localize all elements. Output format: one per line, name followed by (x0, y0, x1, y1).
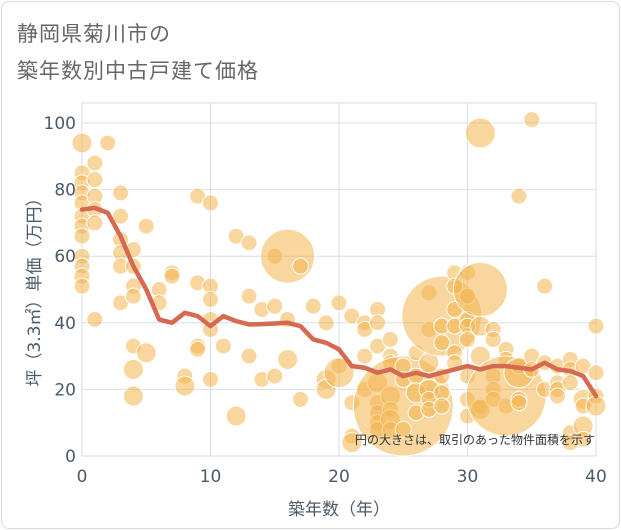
y-tick-label: 20 (54, 380, 76, 400)
average-price-line (79, 205, 599, 399)
bubble-point (536, 277, 554, 295)
bubble-point (71, 132, 93, 154)
bubble-point (99, 134, 117, 152)
bubble-point (574, 430, 592, 448)
bubble-point (369, 314, 387, 332)
bubble-point (341, 432, 363, 454)
bubble-point (433, 334, 451, 352)
bubble-point (86, 171, 104, 189)
bubble-point (225, 405, 247, 427)
size-legend-note: 円の大きさは、取引のあった物件面積を示す (355, 432, 595, 447)
bubble-point (214, 337, 232, 355)
chart-title-line-1: 静岡県菊川市の (17, 22, 171, 46)
bubble-point (240, 347, 258, 365)
bubble-point (73, 277, 91, 295)
bubble-point (330, 294, 348, 312)
bubble-point (266, 367, 284, 385)
bubble-point (291, 390, 309, 408)
x-axis-title: 築年数（年） (288, 500, 390, 520)
y-tick-label: 60 (54, 247, 76, 267)
bubble-point (122, 385, 144, 407)
bubble-point (587, 364, 605, 382)
x-tick-label: 10 (200, 467, 222, 487)
bubble-point (510, 394, 528, 412)
bubble-point (137, 217, 155, 235)
bubble-point (277, 348, 299, 370)
trend-line-series (79, 205, 599, 399)
y-tick-label: 80 (54, 181, 76, 201)
chart-title-line-2: 築年数別中古戸建て価格 (17, 59, 259, 83)
bubble-point (86, 154, 104, 172)
y-tick-label: 100 (44, 114, 76, 134)
bubble-point (523, 111, 541, 129)
bubble-point (587, 317, 605, 335)
bubble-series (71, 111, 607, 457)
x-tick-label: 40 (585, 467, 607, 487)
bubble-point (174, 375, 196, 397)
bubble-point (189, 340, 207, 358)
bubble-point (291, 257, 309, 275)
bubble-point (135, 342, 157, 364)
bubble-point (266, 297, 284, 315)
bubble-point (484, 330, 502, 348)
bubble-point (202, 290, 219, 308)
bubble-point (112, 207, 130, 225)
bubble-point (510, 187, 528, 205)
bubble-point (86, 214, 104, 232)
bubble-point (381, 330, 399, 348)
bubble-point (548, 387, 566, 405)
bubble-point (585, 395, 607, 417)
bubble-point (317, 314, 335, 332)
bubble-point (73, 227, 91, 245)
y-axis-title: 坪（3.3㎡）単価（万円） (25, 189, 45, 386)
bubble-point (464, 117, 496, 149)
x-tick-label: 20 (328, 467, 350, 487)
bubble-point (122, 358, 144, 380)
bubble-point (86, 310, 104, 328)
bubble-point (356, 347, 374, 365)
x-tick-label: 30 (457, 467, 479, 487)
bubble-point (202, 370, 219, 388)
bubble-point (459, 330, 476, 348)
y-tick-label: 0 (65, 447, 76, 467)
axis-ticks: 0 10 20 30 40 0 20 40 60 80 100 (44, 114, 607, 487)
y-tick-label: 40 (54, 314, 76, 334)
bubble-point (394, 420, 412, 438)
bubble-point (240, 234, 258, 252)
bubble-point (124, 287, 142, 305)
bubble-point (163, 267, 181, 285)
bubble-point (112, 184, 130, 202)
bubble-point (202, 194, 219, 212)
bubble-point (260, 228, 316, 284)
bubble-point (433, 397, 451, 415)
bubble-point (240, 287, 258, 305)
x-tick-label: 0 (77, 467, 88, 487)
bubble-point (561, 374, 579, 392)
bubble-point (304, 297, 322, 315)
bubble-point (323, 357, 355, 389)
bubble-point (452, 261, 508, 317)
